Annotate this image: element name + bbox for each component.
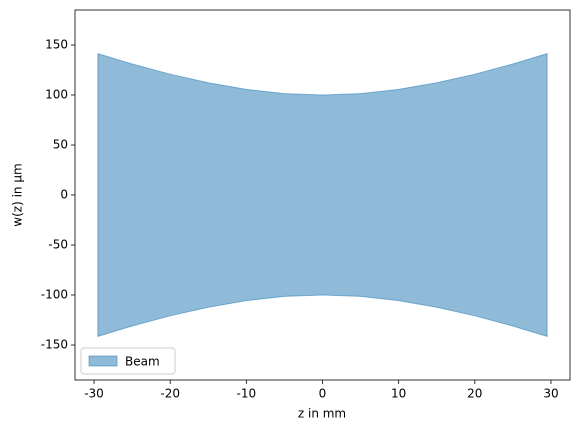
- x-tick-label: -10: [237, 387, 257, 401]
- y-axis-label: w(z) in µm: [11, 163, 25, 226]
- x-axis-label: z in mm: [298, 407, 346, 421]
- y-tick-label: -150: [41, 338, 68, 352]
- y-tick-label: 150: [45, 38, 68, 52]
- legend-label: Beam: [125, 355, 160, 369]
- area: [97, 52, 548, 338]
- x-tick-label: 0: [319, 387, 327, 401]
- x-tick-label: 10: [391, 387, 406, 401]
- legend-swatch: [88, 355, 118, 367]
- y-tick-label: 50: [53, 138, 68, 152]
- y-tick-label: 100: [45, 88, 68, 102]
- y-tick-label: 0: [60, 188, 68, 202]
- legend-box: [80, 347, 176, 375]
- x-tick-label: -20: [160, 387, 180, 401]
- x-tick-label: 30: [543, 387, 558, 401]
- y-tick-label: -100: [41, 288, 68, 302]
- y-tick-label: -50: [48, 238, 68, 252]
- x-tick-label: -30: [84, 387, 104, 401]
- x-tick-label: 20: [467, 387, 482, 401]
